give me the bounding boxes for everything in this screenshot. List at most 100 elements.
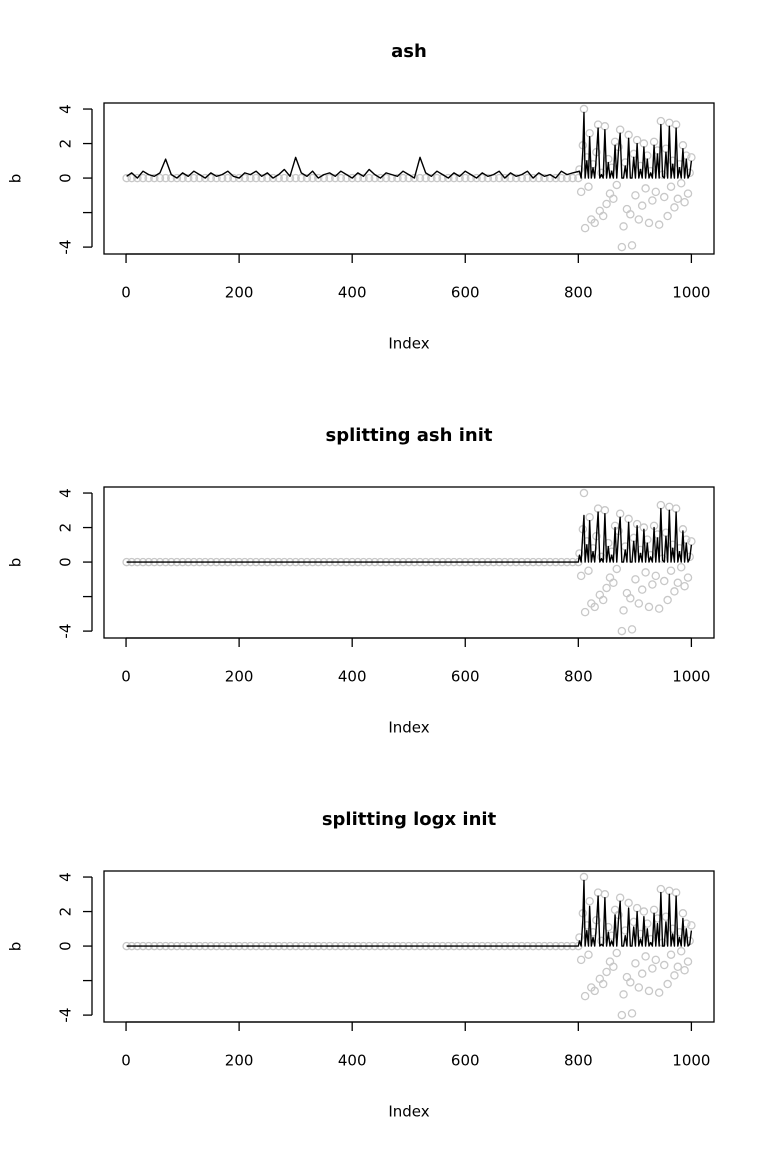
- data-point: [683, 957, 693, 966]
- data-point: [634, 215, 644, 224]
- data-point: [579, 488, 589, 498]
- data-point: [133, 173, 142, 183]
- data-point: [523, 173, 532, 183]
- data-line: [126, 879, 693, 947]
- data-point: [593, 120, 603, 129]
- data-point: [206, 173, 216, 183]
- data-point: [150, 173, 159, 183]
- data-point: [605, 573, 615, 582]
- data-point: [680, 965, 689, 975]
- x-tick-label: 0: [121, 284, 131, 302]
- data-point: [680, 581, 689, 591]
- data-point: [637, 201, 647, 210]
- data-point: [615, 125, 625, 134]
- data-point: [506, 173, 515, 183]
- y-tick-label: 2: [57, 139, 75, 149]
- data-point: [189, 173, 199, 183]
- data-point: [673, 194, 683, 204]
- data-point: [364, 173, 374, 183]
- data-point: [551, 173, 560, 183]
- data-point: [590, 986, 599, 996]
- data-point: [665, 502, 674, 512]
- data-point: [580, 991, 590, 1001]
- data-point: [183, 173, 193, 183]
- x-tick-label: 200: [225, 668, 254, 686]
- data-point: [353, 173, 363, 183]
- data-point: [347, 173, 357, 183]
- data-point: [580, 607, 590, 617]
- data-point: [268, 173, 278, 183]
- data-point: [325, 173, 334, 183]
- data-point: [631, 575, 640, 584]
- data-point: [666, 566, 676, 575]
- data-point: [212, 173, 221, 183]
- data-point: [654, 220, 664, 229]
- data-point: [622, 588, 632, 598]
- data-point: [619, 990, 628, 999]
- data-point: [641, 568, 650, 577]
- data-point: [649, 137, 659, 147]
- x-tick-label: 400: [338, 284, 367, 302]
- x-tick-label: 200: [225, 1052, 254, 1070]
- data-point: [617, 626, 627, 636]
- data-point: [622, 204, 632, 214]
- data-point: [624, 514, 633, 524]
- data-point: [472, 173, 481, 183]
- data-point: [580, 223, 590, 233]
- data-point: [598, 979, 608, 989]
- data-point: [639, 139, 649, 148]
- data-point: [626, 594, 635, 603]
- data-point: [461, 173, 470, 183]
- data-point: [600, 506, 610, 515]
- data-point: [627, 625, 637, 634]
- data-point: [415, 173, 425, 183]
- data-point: [308, 173, 317, 183]
- data-point: [656, 116, 666, 126]
- data-point: [494, 173, 504, 183]
- x-axis-label: Index: [388, 335, 429, 353]
- data-point: [641, 184, 650, 193]
- data-point: [670, 203, 679, 212]
- data-point: [671, 504, 681, 513]
- data-point: [576, 571, 586, 581]
- data-line: [126, 111, 693, 179]
- x-tick-label: 0: [121, 668, 131, 686]
- data-point: [678, 909, 688, 918]
- data-point: [624, 130, 633, 140]
- x-tick-label: 600: [451, 668, 480, 686]
- chart-title: ash: [391, 41, 427, 62]
- data-point: [432, 173, 442, 183]
- data-point: [602, 967, 611, 977]
- data-point: [660, 192, 669, 202]
- data-point: [671, 888, 681, 897]
- data-point: [534, 173, 543, 183]
- data-point: [584, 566, 593, 575]
- data-point: [602, 583, 611, 593]
- data-point: [330, 173, 340, 183]
- data-point: [624, 898, 633, 908]
- data-point: [651, 187, 661, 197]
- data-point: [644, 218, 654, 228]
- data-point: [449, 173, 459, 183]
- data-point: [637, 585, 647, 594]
- data-point: [602, 199, 611, 209]
- data-point: [663, 979, 672, 989]
- data-point: [557, 173, 566, 183]
- data-point: [671, 120, 681, 129]
- y-tick-label: -4: [57, 624, 75, 639]
- data-point: [336, 173, 346, 183]
- data-point: [263, 173, 272, 183]
- data-point: [619, 222, 628, 231]
- data-point: [223, 173, 233, 183]
- data-point: [161, 173, 170, 183]
- data-point: [584, 950, 593, 959]
- data-point: [568, 173, 577, 183]
- data-point: [639, 907, 649, 916]
- y-axis-label: b: [7, 558, 25, 568]
- data-point: [381, 173, 391, 183]
- data-point: [660, 576, 669, 586]
- data-point: [585, 128, 594, 138]
- y-tick-label: -4: [57, 1008, 75, 1023]
- data-point: [670, 587, 679, 596]
- data-point: [421, 173, 430, 183]
